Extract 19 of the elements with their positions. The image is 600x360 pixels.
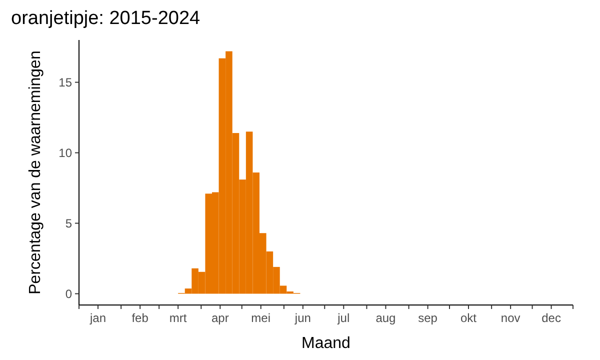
- x-tick-label: okt: [460, 311, 478, 325]
- x-tick-label: jun: [294, 311, 311, 325]
- chart-title: oranjetipje: 2015-2024: [11, 8, 201, 29]
- x-tick-label: mei: [251, 311, 271, 325]
- x-axis-title: Maand: [302, 335, 350, 352]
- x-tick-label: apr: [211, 311, 229, 325]
- y-axis-title: Percentage van de waarnemingen: [27, 50, 44, 294]
- y-tick-label: 10: [58, 146, 72, 160]
- x-tick-label: jul: [336, 311, 350, 325]
- x-tick-label: sep: [418, 311, 438, 325]
- x-tick-label: dec: [542, 311, 561, 325]
- y-tick-label: 0: [65, 286, 72, 301]
- y-tick-label: 15: [58, 75, 72, 90]
- x-tick-label: mrt: [169, 311, 188, 325]
- x-tick-label: nov: [500, 311, 520, 325]
- x-tick-label: feb: [132, 311, 149, 325]
- x-tick-label: jan: [88, 311, 106, 325]
- y-tick-label: 5: [65, 216, 72, 230]
- x-tick-label: aug: [376, 311, 396, 325]
